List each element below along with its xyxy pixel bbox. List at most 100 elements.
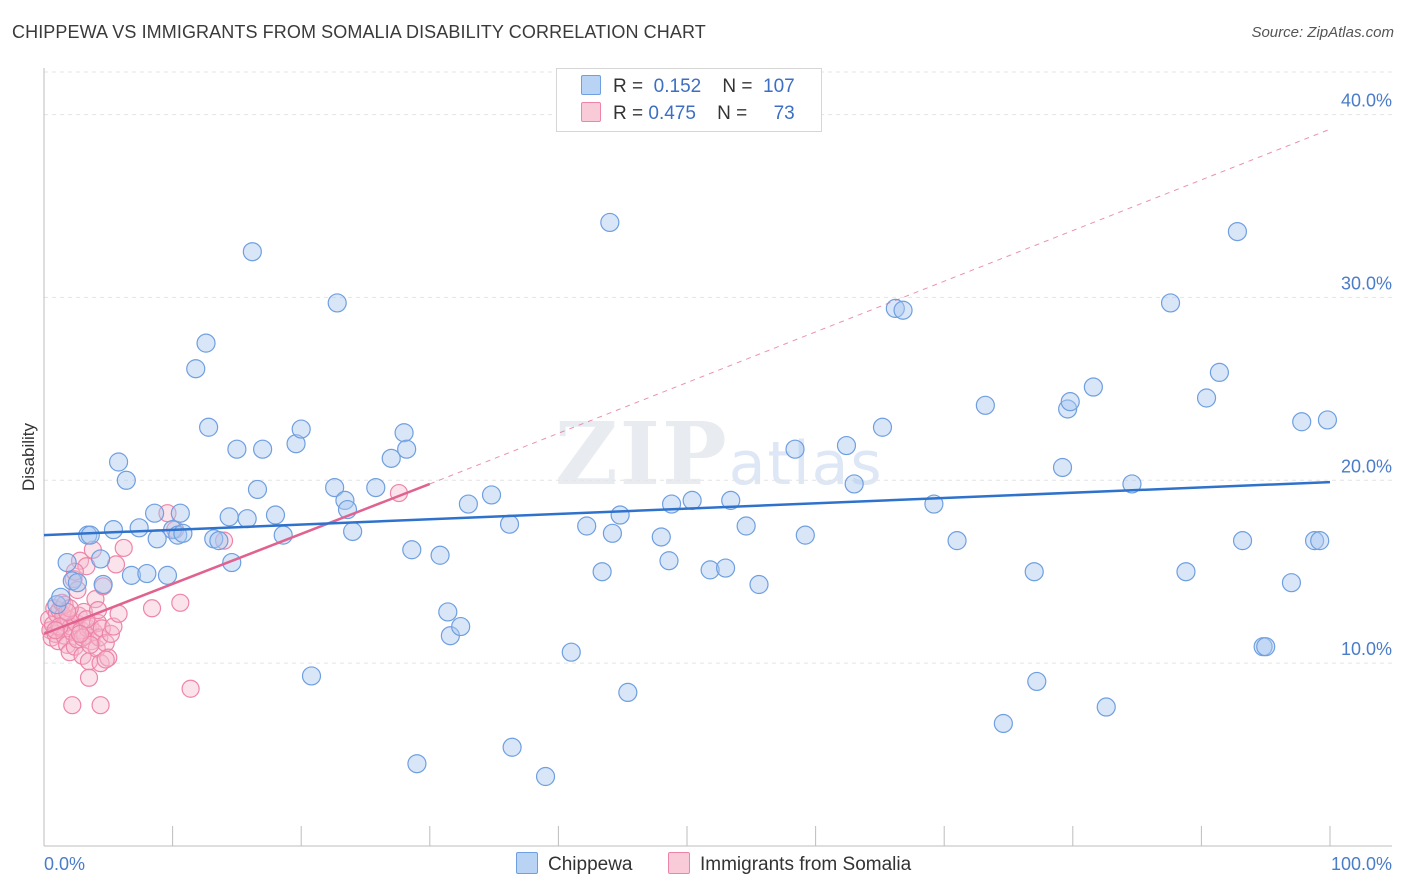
somalia-point [68,580,87,600]
trend-lines [43,128,1331,636]
chippewa-point [535,766,556,787]
chippewa-trend-line [43,480,1331,537]
chippewa-point [651,527,671,547]
chippewa-point [602,523,623,543]
chippewa-point [402,540,422,560]
chippewa-point [394,423,414,443]
legend-n-label: N = [717,103,748,124]
chippewa-point [57,552,77,573]
stats-legend: R = 0.152 N = 107 R = 0.475 N = 73 [556,68,822,132]
watermark-atlas: atlas [728,429,884,499]
chippewa-point [1024,562,1044,582]
chippewa-point [1196,388,1217,408]
somalia-trend-line [43,482,431,636]
legend-n-label: N = [722,76,753,97]
somalia-point [70,624,90,643]
chippewa-point [343,521,363,542]
somalia-point [96,650,115,669]
chippewa-point [1160,293,1181,313]
chippewa-point [196,333,216,353]
chippewa-point [836,435,857,456]
chippewa-point [301,666,322,686]
bottom-swatch-chippewa [516,852,538,874]
somalia-trend-extension [429,128,1331,485]
chippewa-point [170,503,190,523]
y-tick-label: 40.0% [1341,91,1392,111]
somalia-point [99,648,118,667]
chippewa-points [47,212,1338,787]
chippewa-point [381,448,401,468]
chippewa-point [1317,410,1338,430]
chippewa-point [502,737,522,757]
legend-row-somalia: R = 0.475 N = 73 [581,102,795,126]
somalia-point [101,624,120,643]
source-label: Source: ZipAtlas.com [1251,24,1394,41]
chippewa-point [872,417,893,437]
x-tick-label-min: 0.0% [44,854,85,874]
legend-n-value: 73 [773,103,795,124]
bottom-legend-label: Immigrants from Somalia [700,854,912,875]
chippewa-point [1096,697,1116,717]
chart-title: CHIPPEWA VS IMMIGRANTS FROM SOMALIA DISA… [12,22,706,42]
chippewa-point [1052,457,1073,478]
chippewa-point [721,490,741,510]
chippewa-point [749,574,769,595]
chippewa-point [1310,531,1330,551]
chippewa-point [1058,399,1078,419]
y-axis-label: Disability [19,422,38,491]
somalia-points [40,483,409,715]
chippewa-point [975,395,995,415]
legend-r-label: R = [613,76,644,97]
chippewa-point [1232,531,1253,551]
chippewa-point [80,525,100,545]
watermark-zip: ZIP [555,404,729,505]
y-tick-label: 10.0% [1341,639,1392,659]
legend-r-label: R = [613,103,644,124]
x-tick-label-max: 100.0% [1331,854,1392,874]
chippewa-point [397,439,417,459]
chippewa-point [1083,377,1103,397]
chippewa-point [51,587,71,607]
chippewa-point [265,505,286,525]
somalia-point [92,619,111,638]
legend-n-value: 107 [763,76,795,97]
chippewa-point [366,478,386,498]
legend-r-value: 0.152 [653,76,702,97]
chippewa-point [577,516,597,536]
somalia-point [91,696,110,715]
chippewa-point [186,359,206,379]
chippewa-point [700,560,720,580]
bottom-legend-chippewa: Chippewa [516,852,633,876]
somalia-point [79,668,99,687]
chippewa-point [618,682,638,703]
chippewa-point [286,434,306,454]
y-tick-label: 30.0% [1341,273,1392,293]
chippewa-point [219,507,239,527]
chippewa-point [1304,531,1325,551]
chippewa-point [1281,573,1302,593]
chippewa-point [129,518,149,538]
y-tick-labels: 10.0% 20.0% 30.0% 40.0% [1341,91,1392,660]
chippewa-point [1227,222,1248,242]
chippewa-point [157,565,178,585]
chippewa-point [67,573,88,593]
chippewa-point [499,514,520,534]
chippewa-point [93,574,113,595]
chippewa-point [1256,637,1276,657]
somalia-point [114,538,133,558]
chippewa-point [1122,474,1142,494]
somalia-point [142,599,162,618]
chippewa-point [199,417,219,437]
chippewa-point [885,298,905,318]
chippewa-point [237,509,257,529]
chippewa-point [947,531,967,551]
chippewa-point [458,494,478,514]
chippewa-point [121,565,142,585]
chippewa-point [173,523,193,543]
chippewa-point [253,439,273,459]
chippewa-point [785,439,805,459]
chippewa-point [1027,671,1047,692]
chippewa-point [1209,362,1230,382]
chippewa-point [137,563,157,584]
chippewa-point [103,520,124,540]
